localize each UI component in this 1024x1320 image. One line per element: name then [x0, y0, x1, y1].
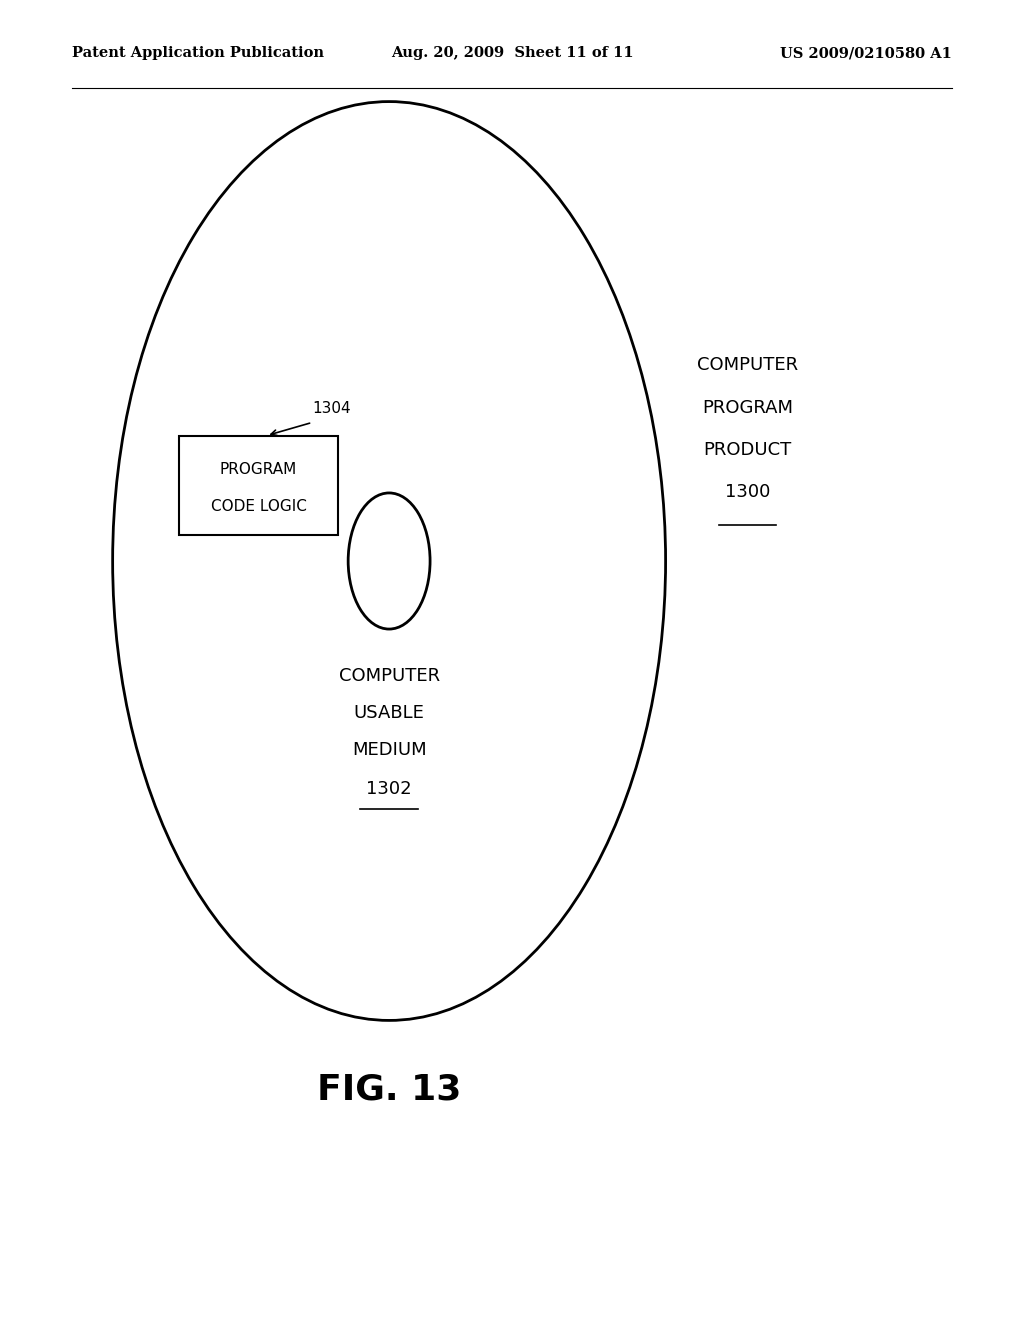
Text: 1304: 1304: [312, 401, 351, 416]
FancyBboxPatch shape: [179, 436, 338, 535]
Text: COMPUTER: COMPUTER: [697, 356, 798, 375]
Text: Patent Application Publication: Patent Application Publication: [72, 46, 324, 61]
Text: 1300: 1300: [725, 483, 770, 502]
Text: Aug. 20, 2009  Sheet 11 of 11: Aug. 20, 2009 Sheet 11 of 11: [391, 46, 633, 61]
Text: PROGRAM: PROGRAM: [220, 462, 297, 477]
Text: USABLE: USABLE: [353, 704, 425, 722]
Text: CODE LOGIC: CODE LOGIC: [211, 499, 306, 513]
Text: 1302: 1302: [367, 780, 412, 799]
Text: MEDIUM: MEDIUM: [352, 741, 426, 759]
Text: US 2009/0210580 A1: US 2009/0210580 A1: [780, 46, 952, 61]
Text: COMPUTER: COMPUTER: [339, 667, 439, 685]
Text: FIG. 13: FIG. 13: [317, 1072, 461, 1106]
Text: PRODUCT: PRODUCT: [703, 441, 792, 459]
Text: PROGRAM: PROGRAM: [702, 399, 793, 417]
